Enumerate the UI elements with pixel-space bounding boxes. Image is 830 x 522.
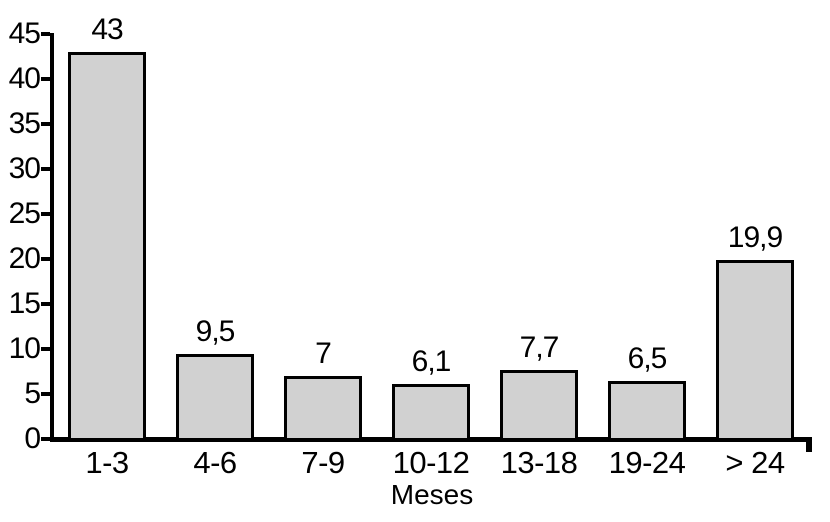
bar-value-label: 9,5 xyxy=(195,314,236,348)
bar xyxy=(716,259,794,441)
bar-value-label: 43 xyxy=(91,13,123,46)
bar xyxy=(500,369,578,441)
y-axis-tick xyxy=(41,77,50,81)
y-axis-tick-label: 45 xyxy=(8,17,41,50)
bar-value-label: 7,7 xyxy=(519,330,560,364)
y-axis-tick-label: 10 xyxy=(8,332,41,365)
x-axis-end-tick xyxy=(806,437,812,452)
x-axis-tick-label: 13-18 xyxy=(500,445,578,480)
y-axis-tick-label: 0 xyxy=(24,422,41,455)
bar xyxy=(284,376,362,441)
x-axis-tick-label: 1-3 xyxy=(85,445,129,480)
y-axis-tick-label: 25 xyxy=(8,197,41,230)
y-axis-tick xyxy=(41,302,50,306)
y-axis-tick xyxy=(41,437,50,441)
y-axis-tick-label: 40 xyxy=(8,62,41,95)
y-axis-tick xyxy=(41,167,50,171)
x-axis-tick-label: 19-24 xyxy=(608,445,686,480)
y-axis-tick xyxy=(41,32,50,36)
bar xyxy=(176,353,254,441)
y-axis-tick xyxy=(41,212,50,216)
bar-value-label: 7 xyxy=(315,337,332,370)
y-axis-line xyxy=(50,33,54,442)
x-axis-tick-label: 4-6 xyxy=(193,445,237,480)
bar-value-label: 6,5 xyxy=(627,341,668,375)
x-axis-tick-label: > 24 xyxy=(725,445,785,480)
x-axis-tick-label: 10-12 xyxy=(392,445,470,480)
y-axis-tick xyxy=(41,257,50,261)
x-axis-tick-label: 7-9 xyxy=(301,445,345,480)
bar xyxy=(68,52,146,441)
x-axis-title: Meses xyxy=(390,479,474,510)
y-axis-tick xyxy=(41,122,50,126)
y-axis-tick-label: 5 xyxy=(24,377,41,410)
y-axis-tick-label: 20 xyxy=(8,242,41,275)
y-axis-tick xyxy=(41,392,50,396)
bar-value-label: 6,1 xyxy=(411,345,452,379)
y-axis-tick xyxy=(41,347,50,351)
y-axis-tick-label: 30 xyxy=(8,152,41,185)
y-axis-tick-label: 35 xyxy=(8,107,41,140)
y-axis-tick-label: 15 xyxy=(8,287,41,320)
bar xyxy=(608,380,686,441)
bar xyxy=(392,384,470,441)
bar-value-label: 19,9 xyxy=(727,220,783,254)
